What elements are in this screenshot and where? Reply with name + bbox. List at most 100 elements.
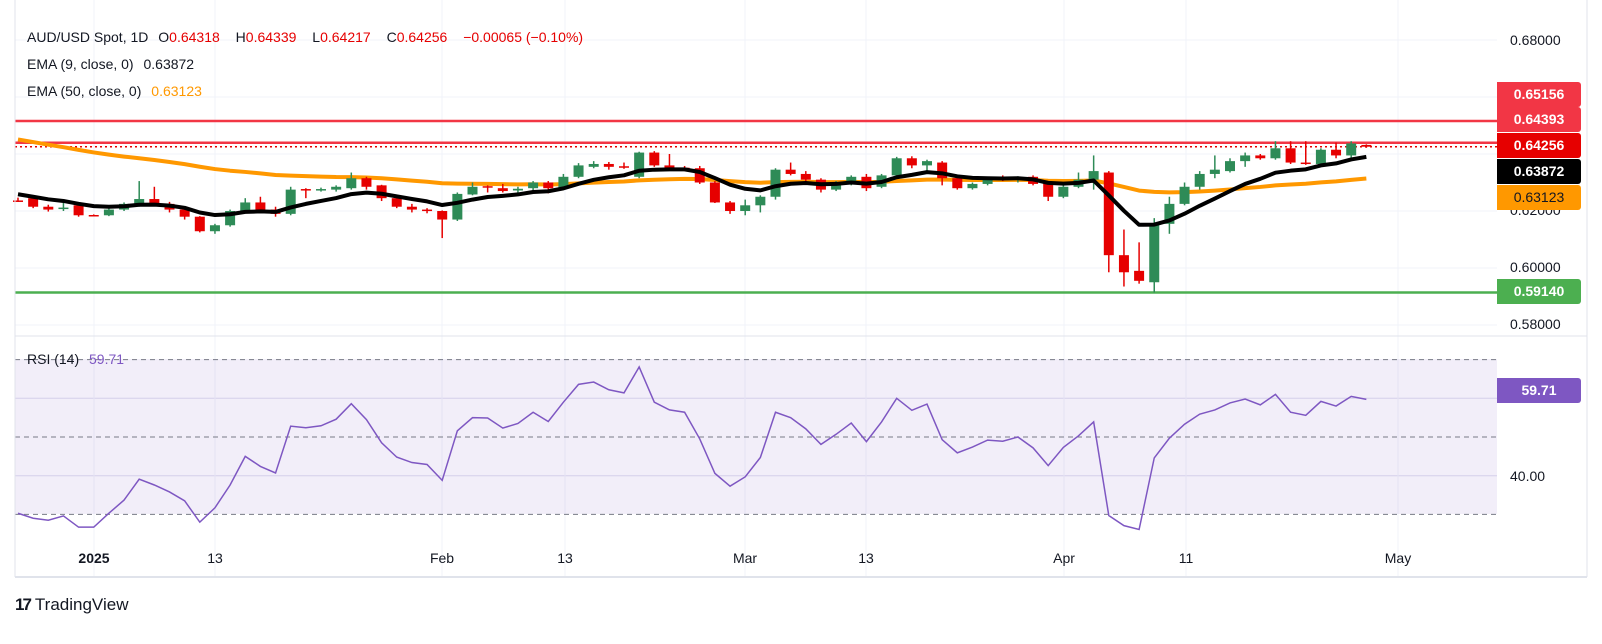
candle-body [603,163,614,167]
candle-body [209,225,220,232]
candle-body [619,166,629,168]
resistance-tag-2: 0.64393 [1497,107,1581,132]
candle-body [1088,171,1099,180]
candle-body [649,152,660,166]
candle [58,203,69,211]
candle [634,151,645,179]
candle [13,197,23,202]
candle-body [982,179,993,184]
candle [967,182,978,190]
candle [391,196,402,209]
ema50-line [17,137,1367,195]
candle-body [770,169,781,197]
candle [1103,171,1114,273]
candle-body [1194,173,1205,187]
rsi-value-tag: 59.71 [1497,378,1581,403]
ohlc-legend: AUD/USD Spot, 1D O0.64318 H0.64339 L0.64… [27,29,589,45]
tradingview-logo-icon: 17 [15,595,32,614]
ema50-value: 0.63123 [151,83,202,99]
candle [285,186,296,216]
candle [1300,141,1311,165]
candle [43,204,54,212]
candle-body [967,183,978,189]
candle [1194,171,1205,190]
candle-body [1209,169,1220,174]
symbol-label: AUD/USD Spot, 1D [27,29,149,45]
candle [1058,185,1069,199]
ema9-tag: 0.63872 [1497,159,1581,184]
price-tick: 0.60000 [1510,259,1561,275]
candle-body [300,189,311,191]
candle [179,208,190,220]
candle [1134,242,1145,284]
high-value: H0.64339 [235,29,297,45]
time-tick: May [1384,550,1412,566]
ema9-label: EMA (9, close, 0) [27,56,134,72]
candle [906,156,917,169]
candle [134,181,145,207]
candle [88,214,99,217]
candle-body [346,178,357,189]
candle [1285,141,1296,164]
candle-body [588,163,599,167]
candle [664,154,675,170]
candle [316,187,326,192]
candle [1088,155,1099,190]
support-tag: 0.59140 [1497,279,1581,304]
candle-body [1149,223,1160,283]
candle-body [88,214,99,217]
candle [331,185,342,192]
tradingview-logo[interactable]: 17 TradingView [15,595,128,615]
candle [437,210,448,239]
last-price-tag: 0.64256 [1497,133,1581,158]
candle-body [1134,270,1145,281]
candle-body [694,168,705,183]
candle [1149,218,1160,293]
ema50-tag: 0.63123 [1497,185,1581,210]
candle [1240,152,1251,167]
candle-body [528,182,539,189]
candle [619,162,629,169]
candle [709,181,720,204]
time-tick: Mar [732,550,758,566]
candle-body [664,165,675,169]
candle [255,196,266,211]
time-tick: 11 [1178,550,1194,566]
candle-body [1300,162,1311,165]
candle-body [937,162,948,179]
candle-body [179,209,190,217]
candle-body [134,199,145,204]
open-value: O0.64318 [158,29,220,45]
candle [422,208,433,214]
candle [452,192,463,221]
ema50-legend[interactable]: EMA (50, close, 0) 0.63123 [27,83,208,99]
candle-body [1164,203,1175,224]
candle [922,159,932,172]
price-tick: 0.68000 [1510,32,1561,48]
candle [800,171,811,183]
candle [209,223,220,234]
time-tick: Apr [1053,550,1075,566]
candle-body [1179,186,1190,204]
price-tick: 0.58000 [1510,316,1561,332]
candle-body [1103,172,1114,256]
time-tick: 13 [858,550,874,566]
candle-body [467,186,478,195]
ema9-path [17,154,1367,227]
rsi-legend[interactable]: RSI (14) 59.71 [27,351,130,367]
ema50-path [17,137,1367,195]
candle-body [406,206,417,210]
candle-body [634,152,645,177]
candle [467,182,478,196]
candle-body [452,193,463,220]
candle-body [331,186,342,190]
candle-body [43,206,54,210]
candle-body [437,211,448,220]
candle [240,198,251,212]
ema9-legend[interactable]: EMA (9, close, 0) 0.63872 [27,56,200,72]
rsi-pane [15,359,1497,531]
candle-body [28,198,39,207]
candle-body [1118,255,1129,273]
candle [482,185,493,193]
